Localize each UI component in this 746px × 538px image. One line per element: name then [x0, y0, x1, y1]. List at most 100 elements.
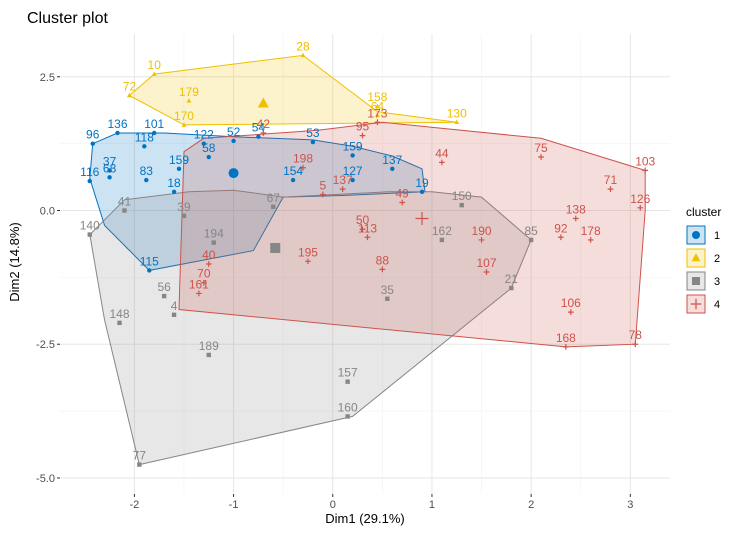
cluster-2-point	[300, 52, 306, 58]
cluster-1-point	[107, 175, 112, 180]
cluster-1-point-label: 101	[144, 117, 164, 131]
cluster-4-point-label: 5	[320, 178, 327, 192]
cluster-1-point	[350, 177, 355, 183]
cluster-3-point-label: 77	[133, 449, 147, 463]
cluster-4-point-label: 49	[396, 186, 410, 200]
cluster-4-point-label: 168	[556, 331, 576, 345]
cluster-4-point	[399, 199, 406, 206]
cluster-2-centroid	[257, 97, 269, 108]
cluster-4-point-label: 173	[367, 106, 387, 120]
cluster-3-hull	[89, 189, 532, 466]
cluster-3-point	[385, 296, 390, 301]
cluster-3-point	[509, 285, 514, 291]
cluster-3-centroid	[270, 242, 281, 253]
cluster-2-point-label: 170	[174, 109, 194, 123]
x-tick-label: -1	[229, 499, 239, 511]
cluster-4-point	[359, 132, 366, 139]
cluster-4-point	[359, 226, 366, 233]
cluster-2-point	[186, 98, 192, 103]
cluster-4-point	[587, 237, 594, 243]
cluster-1-point	[115, 130, 120, 136]
cluster-3-point-label: 85	[524, 224, 538, 238]
cluster-4-point-label: 161	[189, 277, 209, 291]
cluster-3-point-label: 194	[204, 227, 224, 241]
cluster-2-point	[151, 71, 157, 76]
cluster-4-point	[319, 191, 326, 198]
cluster-4-hull	[178, 121, 646, 348]
cluster-1-point-label: 83	[140, 164, 154, 178]
plot-panel	[60, 34, 670, 494]
cluster-1-point	[206, 154, 211, 160]
x-tick-label: 0	[330, 499, 336, 511]
cluster-4-point	[379, 266, 386, 273]
legend-title: cluster	[686, 205, 721, 219]
cluster-1-point-label: 154	[283, 164, 303, 178]
cluster-4-point	[558, 234, 564, 241]
cluster-4-point-label: 137	[333, 173, 353, 187]
cluster-3-point-label: 150	[452, 189, 472, 203]
cluster-1-point-label: 115	[140, 254, 159, 268]
cluster-3-point	[345, 379, 350, 384]
cluster-4-point-label: 198	[293, 152, 313, 166]
cluster-3-point	[122, 208, 127, 213]
cluster-4-point-label: 88	[376, 253, 390, 267]
cluster-1-point-label: 53	[306, 126, 320, 140]
cluster-3-point	[117, 320, 122, 326]
cluster-3-point	[87, 232, 92, 237]
cluster-4-point-label: 103	[635, 154, 655, 168]
x-tick-label: 2	[528, 499, 534, 511]
cluster-1-point	[201, 141, 207, 146]
cluster-3-point-label: 67	[267, 191, 281, 205]
cluster-1-point-label: 54	[252, 121, 266, 135]
cluster-4-point	[364, 234, 371, 241]
cluster-3-point-label: 162	[432, 224, 452, 238]
cluster-hulls	[89, 54, 646, 466]
cluster-4-point-label: 44	[435, 146, 449, 160]
cluster-4-point-label: 113	[358, 221, 377, 235]
cluster-3-point	[137, 462, 142, 467]
cluster-4-point-label: 42	[257, 117, 271, 131]
cluster-3-point	[206, 352, 211, 358]
cluster-1-point	[144, 177, 149, 183]
cluster-2-point-label: 10	[148, 58, 162, 72]
cluster-1-point-label: 18	[167, 176, 181, 190]
legend-symbol-1	[692, 231, 700, 239]
cluster-1-point	[390, 166, 395, 171]
cluster-2-point-label: 28	[296, 39, 310, 53]
cluster-4-point	[196, 290, 202, 297]
cluster-2-point	[127, 92, 132, 98]
x-tick-label: 3	[627, 499, 633, 511]
cluster-1-hull	[89, 132, 426, 271]
cluster-3-point-label: 41	[118, 195, 132, 209]
cluster-4-point	[305, 258, 311, 265]
cluster-3-point-label: 140	[80, 219, 100, 233]
cluster-4-point	[339, 186, 346, 192]
legend-symbol-4	[690, 298, 702, 310]
cluster-3-point	[161, 293, 167, 299]
legend-label-2: 2	[714, 253, 720, 265]
cluster-1-point	[256, 134, 261, 139]
cluster-2-point-label: 158	[367, 90, 387, 104]
cluster-1-point	[350, 153, 355, 158]
y-tick-label: -5.0	[36, 473, 55, 485]
cluster-2-point-label: 179	[179, 85, 199, 99]
cluster-4-point-label: 107	[476, 256, 496, 270]
cluster-4-centroid	[415, 212, 429, 226]
cluster-3-point	[528, 237, 534, 243]
points	[87, 52, 649, 467]
cluster-2-point	[454, 119, 460, 125]
cluster-3-point	[459, 202, 464, 208]
cluster-1-point-label: 137	[382, 153, 402, 167]
cluster-4-point	[478, 237, 485, 243]
cluster-2-point-label: 72	[123, 80, 137, 94]
y-axis-title: Dim2 (14.8%)	[7, 222, 22, 301]
cluster-1-point	[152, 130, 157, 136]
legend-label-1: 1	[714, 230, 720, 242]
cluster-4-point	[567, 309, 574, 315]
cluster-3-point	[271, 204, 276, 209]
x-tick-label: -2	[129, 499, 139, 511]
cluster-1-point-label: 19	[415, 176, 429, 190]
cluster-1-point-label: 159	[343, 139, 363, 153]
legend-label-3: 3	[714, 276, 720, 288]
